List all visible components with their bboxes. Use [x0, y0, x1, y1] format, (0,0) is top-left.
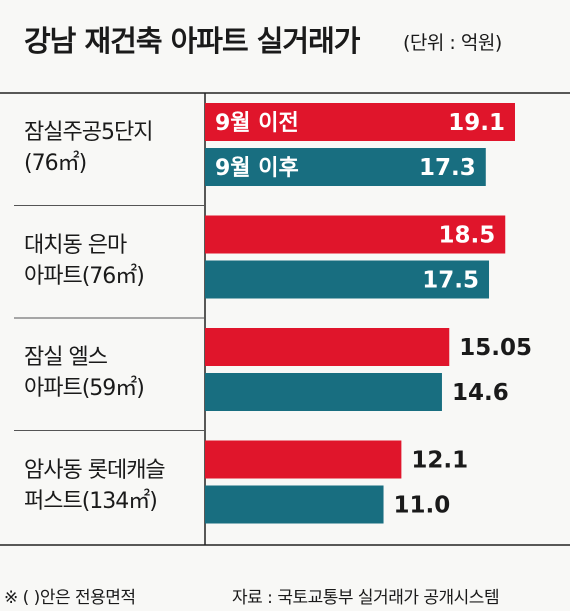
legend-label-before: 9월 이전	[215, 111, 299, 136]
bar-value-label: 18.5	[439, 223, 496, 249]
bar-before	[205, 328, 450, 366]
category-label-2: 잠실 엘스 아파트(59㎡)	[24, 342, 145, 404]
category-label-1: 대치동 은마 아파트(76㎡)	[24, 230, 145, 292]
bar-value-label: 15.05	[459, 335, 532, 361]
category-label-line: 잠실 엘스	[24, 345, 108, 370]
footnote-source: 자료 : 국토교통부 실거래가 공개시스템	[232, 588, 500, 608]
category-label-line: 아파트(76㎡)	[24, 264, 145, 289]
category-label-3: 암사동 롯데캐슬 퍼스트(134㎡)	[24, 455, 166, 517]
bar-after	[205, 260, 490, 299]
category-label-line: 아파트(59㎡)	[24, 376, 145, 401]
bar-before	[205, 103, 515, 141]
category-label-line: 퍼스트(134㎡)	[24, 489, 158, 514]
unit-label: (단위 : 억원)	[403, 32, 502, 54]
bar-before	[205, 215, 506, 254]
bar-value-label: 12.1	[411, 448, 468, 474]
bar-value-label: 17.3	[419, 155, 476, 181]
bar-before	[205, 440, 402, 479]
bar-value-label: 11.0	[394, 493, 451, 519]
legend-label-after: 9월 이후	[215, 156, 299, 181]
bar-after	[205, 485, 384, 524]
bar-after	[205, 373, 442, 411]
footnote-area-note: ※ ( )안은 전용면적	[4, 588, 136, 608]
chart-title: 강남 재건축 아파트 실거래가	[24, 24, 360, 58]
bar-value-label: 17.5	[422, 268, 479, 294]
category-label-line: 잠실주공5단지	[24, 120, 153, 145]
category-label-line: 암사동 롯데캐슬	[24, 458, 166, 483]
bar-value-label: 19.1	[448, 110, 505, 136]
bar-value-label: 14.6	[452, 380, 509, 406]
category-label-0: 잠실주공5단지 (76㎡)	[24, 117, 153, 179]
category-label-line: (76㎡)	[24, 151, 87, 176]
category-label-line: 대치동 은마	[24, 233, 127, 258]
bar-after	[205, 148, 486, 186]
